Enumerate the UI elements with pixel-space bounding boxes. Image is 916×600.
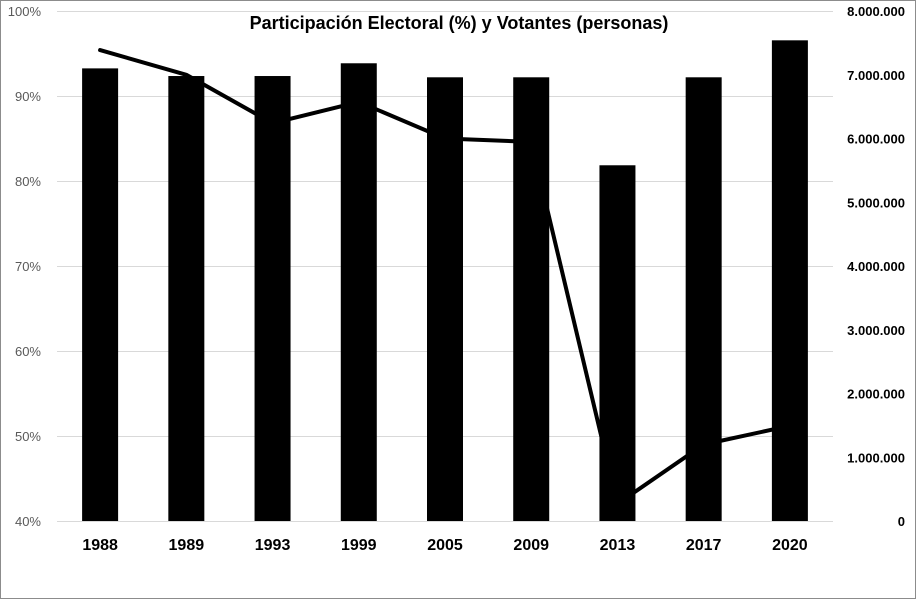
left-tick-label: 80%	[15, 174, 41, 189]
bar-1989	[168, 76, 205, 522]
x-tick-label-2005: 2005	[427, 537, 463, 554]
x-tick-label-1988: 1988	[82, 537, 118, 554]
bar-series-votantes	[82, 40, 808, 522]
x-tick-label-2013: 2013	[600, 537, 636, 554]
right-tick-label: 4.000.000	[847, 259, 905, 274]
bar-2017	[685, 77, 722, 522]
bar-1993	[254, 76, 291, 522]
right-tick-label: 7.000.000	[847, 68, 905, 83]
right-tick-label: 3.000.000	[847, 323, 905, 338]
right-tick-label: 6.000.000	[847, 132, 905, 147]
x-tick-label-2009: 2009	[513, 537, 549, 554]
right-axis: 0 1.000.000 2.000.000 3.000.000 4.000.000 5.0…	[847, 4, 905, 529]
bar-2020	[771, 40, 808, 521]
left-tick-label: 100%	[8, 4, 42, 19]
right-tick-label: 2.000.000	[847, 387, 905, 402]
bar-1999	[340, 63, 377, 522]
x-tick-label-2017: 2017	[686, 537, 722, 554]
right-tick-label: 1.000.000	[847, 450, 905, 465]
right-tick-label: 8.000.000	[847, 4, 905, 19]
x-tick-label-1993: 1993	[255, 537, 291, 554]
bar-2005	[427, 77, 463, 522]
right-tick-label: 5.000.000	[847, 195, 905, 210]
x-tick-label-2020: 2020	[772, 537, 808, 554]
bar-2009	[513, 77, 550, 522]
right-tick-label: 0	[898, 514, 905, 529]
left-tick-label: 50%	[15, 429, 41, 444]
left-tick-label: 60%	[15, 344, 41, 359]
x-axis: 1988 1989 1993 1999 2005 2009 2013 2017 2020	[82, 537, 807, 554]
chart-title: Participación Electoral (%) y Votantes (…	[250, 13, 669, 33]
line-series-participacion	[98, 48, 792, 506]
x-tick-label-1989: 1989	[169, 537, 205, 554]
left-tick-label: 40%	[15, 514, 41, 529]
left-tick-label: 70%	[15, 259, 41, 274]
bar-2013	[599, 165, 636, 521]
left-tick-label: 90%	[15, 89, 41, 104]
bar-1988	[82, 68, 119, 521]
x-tick-label-1999: 1999	[341, 537, 377, 554]
left-axis: 40% 50% 60% 70% 80% 90% 100%	[8, 4, 42, 529]
participation-line	[98, 48, 792, 506]
